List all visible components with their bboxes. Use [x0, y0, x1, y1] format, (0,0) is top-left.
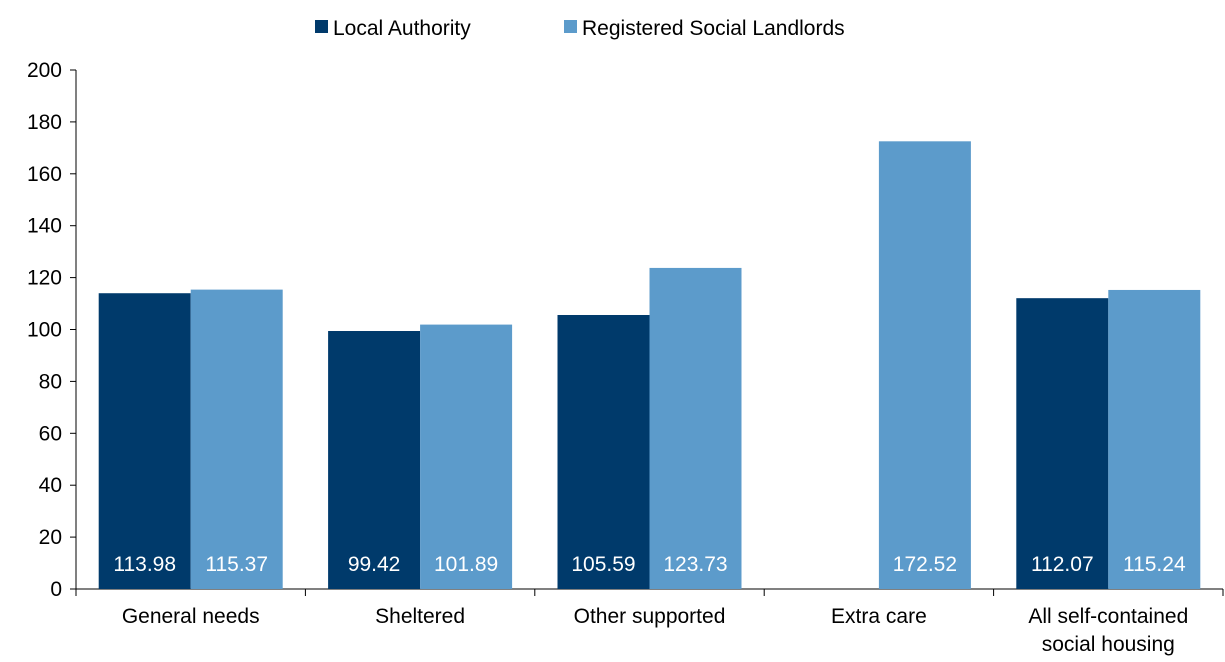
bar: [878, 141, 971, 589]
bar: [190, 289, 283, 589]
y-tick-label: 140: [27, 215, 62, 238]
bar: [1108, 289, 1201, 589]
x-tick-label: Sheltered: [375, 605, 465, 628]
y-tick-label: 180: [27, 111, 62, 134]
x-tick-label: All self-contained social housing: [1028, 605, 1188, 656]
y-axis: 0 20 40 60 80 100 120 140 160 180 200: [27, 59, 77, 601]
y-tick-label: 200: [27, 59, 62, 82]
bar: [649, 267, 742, 589]
bar: [328, 331, 421, 589]
x-tick-label: General needs: [122, 605, 260, 628]
bars-group: [98, 141, 1201, 589]
legend-label: Local Authority: [333, 17, 471, 40]
bar: [98, 293, 191, 589]
y-tick-label: 80: [39, 370, 62, 393]
chart-legend: Local Authority Registered Social Landlor…: [315, 17, 845, 40]
data-label: 105.59: [571, 553, 635, 576]
x-tick-label: Extra care: [831, 605, 927, 628]
data-label: 99.42: [348, 553, 401, 576]
x-axis: General needs Sheltered Other supported Ext…: [75, 588, 1224, 656]
data-label: 115.24: [1123, 553, 1186, 576]
y-tick-label: 20: [39, 526, 62, 549]
data-labels-group: 113.98 99.42 105.59 112.07 115.37 101.89 123.7…: [113, 553, 1186, 576]
data-label: 172.52: [893, 553, 957, 576]
bar: [1016, 298, 1109, 589]
y-tick-label: 120: [27, 267, 62, 290]
y-tick-label: 0: [50, 578, 62, 601]
legend-label: Registered Social Landlords: [582, 17, 845, 40]
bar: [420, 324, 513, 589]
data-label: 101.89: [434, 553, 498, 576]
y-tick-label: 60: [39, 422, 62, 445]
bar: [557, 314, 650, 589]
data-label: 113.98: [113, 553, 176, 576]
legend-swatch: [564, 20, 577, 33]
data-label: 123.73: [663, 553, 727, 576]
data-label: 112.07: [1031, 553, 1094, 576]
data-label: 115.37: [205, 553, 268, 576]
y-tick-label: 100: [27, 319, 62, 342]
legend-swatch: [315, 20, 328, 33]
y-tick-label: 160: [27, 163, 62, 186]
y-tick-label: 40: [39, 474, 62, 497]
x-tick-label: Other supported: [574, 605, 726, 628]
